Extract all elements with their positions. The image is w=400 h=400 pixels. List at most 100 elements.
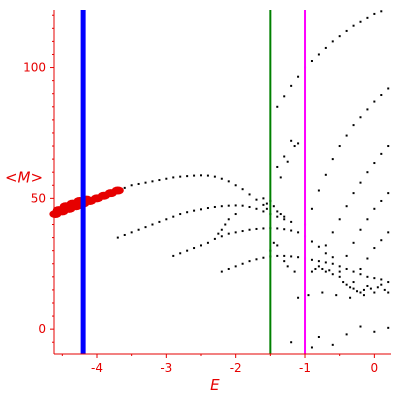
data-point-1-26	[144, 226, 147, 229]
data-point-1-115	[366, 16, 369, 19]
data-point-1-179	[321, 291, 324, 294]
data-point-1-9	[186, 175, 189, 178]
data-point-1-76	[331, 256, 334, 259]
data-point-1-82	[255, 258, 258, 261]
data-point-1-193	[272, 205, 275, 208]
data-point-1-183	[290, 139, 293, 142]
data-point-1-25	[137, 228, 140, 231]
data-point-1-135	[352, 192, 355, 195]
data-point-1-12	[206, 174, 209, 177]
data-point-1-30	[172, 215, 175, 218]
data-point-1-168	[373, 291, 376, 294]
data-point-1-200	[283, 260, 286, 263]
data-point-1-133	[338, 218, 341, 221]
data-point-1-69	[283, 228, 286, 231]
data-point-1-161	[349, 286, 352, 289]
data-point-1-35	[206, 207, 209, 210]
data-point-1-64	[248, 228, 251, 231]
data-point-1-68	[276, 227, 279, 230]
data-point-1-55	[186, 249, 189, 252]
data-point-1-97	[359, 273, 362, 276]
data-point-1-151	[366, 257, 369, 260]
data-point-1-18	[248, 193, 251, 196]
axis-ticks: -4 -3 -2 -1 0 0 50 100	[23, 14, 379, 375]
data-point-1-28	[158, 220, 161, 223]
data-point-1-99	[373, 277, 376, 280]
data-point-1-102	[276, 105, 279, 108]
data-point-1-4	[151, 180, 154, 183]
data-point-1-181	[349, 296, 352, 299]
data-point-1-60	[220, 235, 223, 238]
data-point-1-138	[373, 162, 376, 165]
data-point-1-117	[380, 10, 383, 13]
data-point-1-148	[387, 192, 390, 195]
data-point-1-74	[317, 245, 320, 248]
data-point-1-125	[352, 124, 355, 127]
data-point-1-165	[362, 288, 365, 291]
data-point-1-177	[297, 296, 300, 299]
data-point-1-31	[179, 213, 182, 216]
data-point-1-140	[387, 145, 390, 148]
data-point-1-81	[248, 260, 251, 263]
data-point-1-129	[380, 94, 383, 97]
data-point-1-175	[321, 267, 324, 270]
data-point-1-152	[373, 247, 376, 250]
data-point-1-48	[234, 213, 237, 216]
data-point-1-180	[335, 294, 338, 297]
data-point-1-20	[262, 203, 265, 206]
x-tick-label-0: -4	[91, 361, 103, 375]
data-point-1-62	[234, 231, 237, 234]
data-point-1-164	[359, 291, 362, 294]
data-point-1-120	[317, 189, 320, 192]
data-point-1-27	[151, 223, 154, 226]
data-point-1-197	[272, 241, 275, 244]
data-point-1-107	[310, 60, 313, 63]
data-point-1-131	[324, 244, 327, 247]
x-tick-label-3: -1	[299, 361, 311, 375]
data-point-1-52	[217, 232, 220, 235]
data-point-1-36	[213, 205, 216, 208]
data-point-1-155	[317, 265, 320, 268]
data-point-1-24	[130, 231, 133, 234]
data-point-1-184	[293, 145, 296, 148]
vertical-reference-lines	[80, 10, 307, 354]
data-point-1-130	[387, 87, 390, 90]
data-point-1-1	[130, 184, 133, 187]
data-point-1-143	[352, 241, 355, 244]
data-point-1-50	[224, 223, 227, 226]
data-point-1-58	[206, 241, 209, 244]
data-point-1-203	[290, 341, 293, 344]
x-tick-label-1: -3	[160, 361, 172, 375]
data-point-1-190	[262, 197, 265, 200]
data-point-1-105	[297, 75, 300, 78]
data-point-1-119	[310, 207, 313, 210]
data-point-1-110	[331, 40, 334, 43]
data-point-1-85	[276, 254, 279, 257]
data-point-1-156	[324, 270, 327, 273]
x-axis-title: E	[210, 376, 220, 394]
data-point-1-141	[338, 270, 341, 273]
data-point-1-123	[338, 145, 341, 148]
data-point-1-7	[172, 176, 175, 179]
data-point-1-22	[116, 236, 119, 239]
data-point-1-11	[200, 174, 203, 177]
data-point-1-43	[262, 210, 265, 213]
data-point-1-104	[290, 84, 293, 87]
data-point-1-39	[234, 204, 237, 207]
data-point-1-116	[373, 12, 376, 15]
data-point-1-191	[265, 202, 268, 205]
data-point-1-93	[331, 262, 334, 265]
data-point-1-205	[331, 343, 334, 346]
data-point-1-122	[331, 158, 334, 161]
data-point-1-88	[297, 256, 300, 259]
data-point-1-10	[193, 174, 196, 177]
band-point-14	[111, 186, 124, 195]
data-point-1-0	[123, 186, 126, 189]
data-point-1-111	[338, 35, 341, 38]
x-tick-label-4: 0	[371, 361, 379, 375]
data-point-1-171	[383, 288, 386, 291]
data-point-1-91	[317, 260, 320, 263]
data-point-1-53	[172, 254, 175, 257]
data-point-1-15	[227, 180, 230, 183]
